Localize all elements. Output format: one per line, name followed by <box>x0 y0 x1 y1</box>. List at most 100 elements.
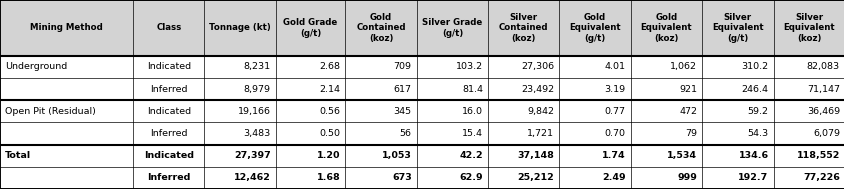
Text: Indicated: Indicated <box>143 151 193 160</box>
Text: 1.74: 1.74 <box>602 151 625 160</box>
Bar <box>0 56 133 78</box>
Bar <box>133 122 204 145</box>
Bar <box>345 100 416 122</box>
Bar <box>133 167 204 189</box>
Text: Total: Total <box>5 151 31 160</box>
Bar <box>630 0 701 56</box>
Bar <box>204 0 275 56</box>
Bar <box>133 145 204 167</box>
Bar <box>0 78 133 100</box>
Text: Inferred: Inferred <box>150 84 187 94</box>
Text: 617: 617 <box>393 84 411 94</box>
Text: Gold
Equivalent
(g/t): Gold Equivalent (g/t) <box>569 13 620 43</box>
Bar <box>416 122 488 145</box>
Text: 472: 472 <box>679 107 696 116</box>
Text: 36,469: 36,469 <box>806 107 839 116</box>
Text: 27,397: 27,397 <box>234 151 270 160</box>
Bar <box>488 167 559 189</box>
Bar <box>204 122 275 145</box>
Bar <box>559 0 630 56</box>
Bar <box>275 0 345 56</box>
Bar <box>275 122 345 145</box>
Bar <box>204 167 275 189</box>
Text: 54.3: 54.3 <box>747 129 768 138</box>
Bar <box>630 122 701 145</box>
Text: Silver Grade
(g/t): Silver Grade (g/t) <box>422 18 482 38</box>
Text: 0.50: 0.50 <box>319 129 340 138</box>
Bar <box>488 100 559 122</box>
Text: 345: 345 <box>393 107 411 116</box>
Bar <box>630 56 701 78</box>
Text: Class: Class <box>156 23 181 32</box>
Bar <box>416 145 488 167</box>
Text: 16.0: 16.0 <box>462 107 483 116</box>
Text: 27,306: 27,306 <box>521 62 554 71</box>
Text: 12,462: 12,462 <box>234 173 270 182</box>
Bar <box>630 167 701 189</box>
Bar <box>416 167 488 189</box>
Text: 0.70: 0.70 <box>604 129 625 138</box>
Bar <box>559 100 630 122</box>
Text: 1,721: 1,721 <box>527 129 554 138</box>
Bar <box>0 145 133 167</box>
Bar <box>773 56 844 78</box>
Bar <box>559 122 630 145</box>
Text: 6,079: 6,079 <box>812 129 839 138</box>
Bar <box>204 100 275 122</box>
Bar <box>773 0 844 56</box>
Text: 1.20: 1.20 <box>316 151 340 160</box>
Text: 1,053: 1,053 <box>381 151 411 160</box>
Text: 999: 999 <box>677 173 696 182</box>
Bar <box>630 78 701 100</box>
Bar <box>559 56 630 78</box>
Text: 0.77: 0.77 <box>604 107 625 116</box>
Text: Mining Method: Mining Method <box>30 23 103 32</box>
Text: 673: 673 <box>392 173 411 182</box>
Bar <box>0 0 133 56</box>
Text: 0.56: 0.56 <box>319 107 340 116</box>
Bar <box>345 122 416 145</box>
Text: 1,534: 1,534 <box>667 151 696 160</box>
Bar <box>416 100 488 122</box>
Text: Underground: Underground <box>5 62 68 71</box>
Text: Inferred: Inferred <box>147 173 190 182</box>
Text: 1,062: 1,062 <box>669 62 696 71</box>
Bar <box>275 167 345 189</box>
Text: 103.2: 103.2 <box>456 62 483 71</box>
Bar <box>416 78 488 100</box>
Bar <box>701 167 773 189</box>
Bar <box>773 145 844 167</box>
Bar <box>559 145 630 167</box>
Text: 118,552: 118,552 <box>796 151 839 160</box>
Text: Indicated: Indicated <box>147 62 191 71</box>
Bar <box>0 122 133 145</box>
Text: 79: 79 <box>684 129 696 138</box>
Text: 134.6: 134.6 <box>738 151 768 160</box>
Bar <box>275 56 345 78</box>
Text: 56: 56 <box>399 129 411 138</box>
Text: 59.2: 59.2 <box>747 107 768 116</box>
Bar <box>416 56 488 78</box>
Bar <box>133 78 204 100</box>
Bar <box>701 100 773 122</box>
Text: 8,979: 8,979 <box>244 84 270 94</box>
Text: 192.7: 192.7 <box>738 173 768 182</box>
Text: 246.4: 246.4 <box>741 84 768 94</box>
Text: 42.2: 42.2 <box>459 151 483 160</box>
Bar <box>345 167 416 189</box>
Text: Silver
Equivalent
(koz): Silver Equivalent (koz) <box>782 13 834 43</box>
Text: 8,231: 8,231 <box>243 62 270 71</box>
Bar <box>701 0 773 56</box>
Text: Indicated: Indicated <box>147 107 191 116</box>
Text: 23,492: 23,492 <box>521 84 554 94</box>
Bar <box>345 78 416 100</box>
Text: Tonnage (kt): Tonnage (kt) <box>209 23 271 32</box>
Text: 2.14: 2.14 <box>319 84 340 94</box>
Bar <box>773 167 844 189</box>
Bar <box>488 78 559 100</box>
Text: 37,148: 37,148 <box>517 151 554 160</box>
Text: 3.19: 3.19 <box>604 84 625 94</box>
Text: Silver
Equivalent
(g/t): Silver Equivalent (g/t) <box>711 13 763 43</box>
Bar <box>773 122 844 145</box>
Text: 709: 709 <box>393 62 411 71</box>
